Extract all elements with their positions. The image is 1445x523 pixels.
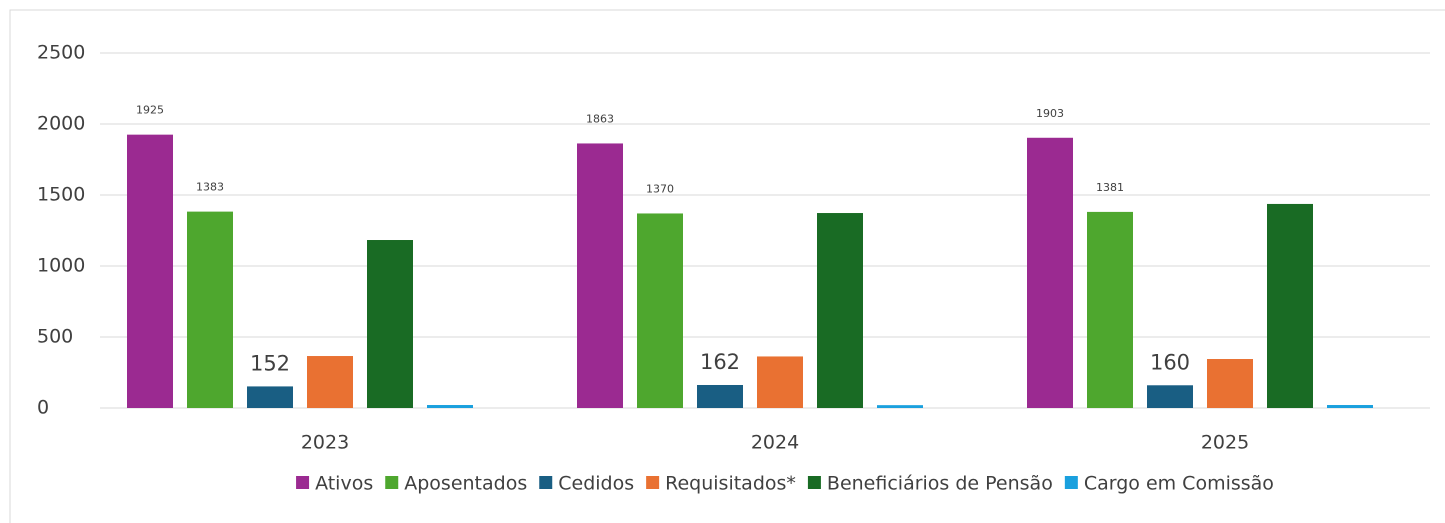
data-label: 1383 (196, 181, 224, 194)
bar (1267, 203, 1313, 408)
data-label: 1381 (1096, 181, 1124, 194)
legend: Ativos Aposentados Cedidos Requisitados* Ben… (296, 473, 1274, 495)
data-label: 160 (1150, 350, 1190, 374)
y-tick-label: 1500 (37, 184, 85, 206)
bar (127, 134, 173, 408)
data-label: 1925 (136, 104, 164, 117)
data-label: 152 (250, 351, 290, 375)
bar (637, 213, 683, 408)
legend-label: Cedidos (558, 473, 634, 495)
y-tick-label: 1000 (37, 255, 85, 277)
y-tick-label: 500 (37, 326, 73, 348)
bar (1027, 137, 1073, 409)
x-tick-label: 2023 (301, 432, 349, 454)
data-label: 1863 (586, 112, 614, 125)
bar (577, 143, 623, 409)
bar (1147, 385, 1193, 408)
bar (697, 384, 743, 408)
y-tick-label: 0 (37, 397, 49, 419)
data-label: 162 (700, 350, 740, 374)
legend-label: Cargo em Comissão (1084, 473, 1274, 495)
bar (307, 356, 353, 408)
legend-swatch (385, 476, 399, 489)
bar (427, 405, 473, 408)
y-tick-label: 2000 (37, 113, 85, 135)
legend-label: Ativos (315, 473, 373, 495)
legend-swatch (807, 476, 821, 489)
bar (1087, 211, 1133, 408)
data-label: 1370 (646, 182, 674, 195)
x-tick-label: 2024 (751, 432, 799, 454)
x-tick-label: 2025 (1201, 432, 1249, 454)
bar (877, 405, 923, 408)
data-label: 1903 (1036, 107, 1064, 120)
bar (757, 356, 803, 408)
bar (187, 211, 233, 408)
legend-swatch (296, 476, 310, 489)
legend-swatch (1064, 476, 1078, 489)
legend-label: Beneficiários de Pensão (827, 473, 1053, 495)
bar (1207, 359, 1253, 408)
bar (1327, 405, 1373, 408)
bar (817, 213, 863, 408)
bar (247, 386, 293, 408)
bar (367, 240, 413, 408)
legend-label: Requisitados* (665, 473, 796, 495)
legend-label: Aposentados (404, 473, 527, 495)
legend-swatch (646, 476, 660, 489)
y-tick-label: 2500 (37, 42, 85, 64)
chart-frame (9, 9, 1445, 523)
legend-swatch (539, 476, 553, 489)
